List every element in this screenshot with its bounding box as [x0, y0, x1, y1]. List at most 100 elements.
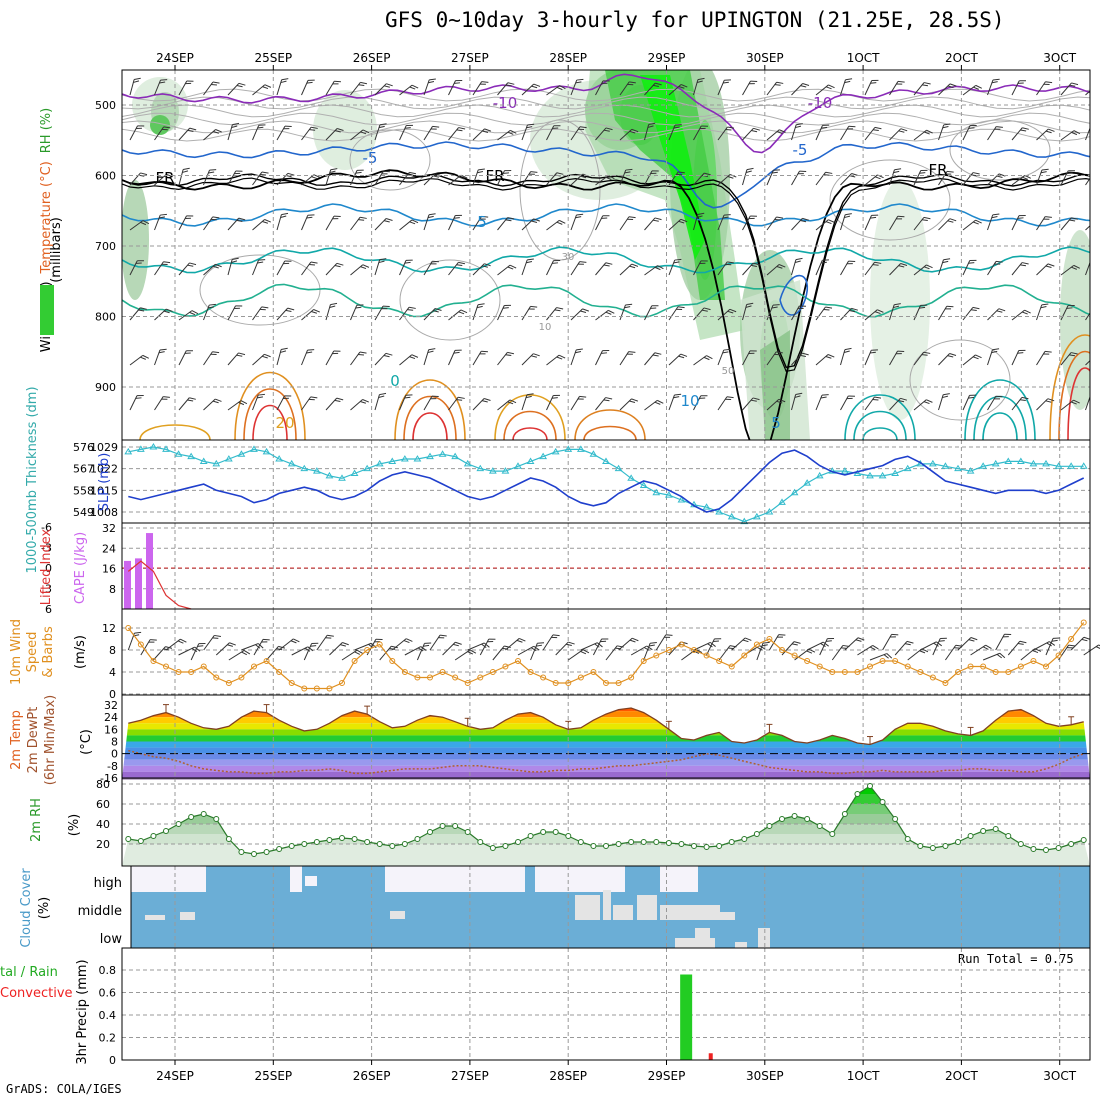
barb-flag — [797, 307, 804, 310]
wind-barb — [203, 129, 222, 141]
rh-point — [251, 851, 257, 857]
barb-flag — [487, 640, 494, 643]
barb-flag — [896, 83, 903, 85]
wind-barb — [595, 175, 615, 186]
cloud-mid — [660, 905, 700, 920]
barb-flag — [236, 219, 243, 222]
barb-flag — [140, 221, 147, 226]
barb-flag — [945, 173, 952, 175]
date-label-top: 3OCT — [1043, 51, 1076, 65]
wind-barb — [178, 80, 194, 96]
thickness-point — [187, 452, 196, 460]
barb-flag — [778, 264, 786, 268]
barb-flag — [405, 259, 413, 261]
barb-flag — [290, 640, 297, 644]
y-axis-label: (millibars) — [49, 217, 64, 283]
precip-tick: 0.8 — [99, 964, 117, 977]
rh-point — [728, 839, 735, 845]
barb-flag — [972, 172, 980, 175]
barb-staff — [325, 397, 338, 411]
barb-flag — [480, 83, 486, 85]
barb-flag — [455, 641, 462, 645]
li-tick: -3 — [41, 542, 52, 555]
barb-flag — [529, 173, 535, 175]
temp-band — [122, 747, 1090, 754]
wind-barb — [815, 354, 835, 366]
rh-point — [879, 799, 886, 805]
thickness-point — [740, 517, 749, 525]
barb-staff — [448, 215, 456, 231]
barb-flag — [955, 644, 963, 647]
wind-barb — [570, 395, 587, 411]
barb-flag — [723, 214, 731, 216]
barb-flag — [1091, 257, 1098, 262]
wind-speed-point — [238, 674, 245, 681]
barb-flag — [651, 170, 659, 172]
barb-flag — [212, 400, 219, 404]
wind-barb — [472, 81, 489, 96]
barb-flag — [1070, 352, 1078, 355]
barb-flag — [262, 638, 270, 641]
barb-flag — [777, 636, 783, 638]
barb-staff — [644, 305, 653, 321]
barb-flag — [186, 215, 194, 217]
barb-flag — [872, 398, 879, 401]
barb-flag — [383, 355, 390, 358]
barb-flag — [582, 649, 590, 654]
wind-barb — [227, 122, 240, 141]
barb-staff — [840, 214, 846, 231]
barb-flag — [970, 637, 978, 641]
barb-flag — [1004, 633, 1012, 636]
wind-barb — [693, 125, 708, 141]
thickness-point — [1067, 462, 1076, 469]
wind-barb — [766, 264, 786, 276]
wind-barb — [1060, 82, 1079, 96]
barb-flag — [481, 350, 488, 353]
thickness-point — [501, 467, 510, 474]
thickness-point — [677, 495, 686, 503]
barb-flag — [652, 219, 659, 222]
rh-point — [200, 811, 207, 817]
wind-barb — [668, 218, 688, 231]
barb-flag — [194, 646, 201, 652]
barb-flag — [904, 643, 911, 646]
upper-air-plot — [122, 70, 1100, 440]
barb-flag — [378, 260, 385, 264]
barb-flag — [311, 310, 318, 314]
wind-label: 10m WindSpeed& Barbs — [9, 619, 56, 685]
wind-barb — [619, 303, 633, 321]
barb-flag — [257, 261, 264, 264]
barb-staff — [869, 653, 887, 661]
barb-flag — [822, 259, 829, 261]
precip-conv-bar — [708, 1053, 713, 1060]
barb-flag — [453, 351, 460, 354]
rh-patch — [122, 180, 149, 300]
thickness-point — [539, 452, 548, 460]
contour-label: 50 — [722, 366, 735, 377]
barb-flag — [773, 169, 780, 171]
barb-staff — [546, 307, 557, 321]
barb-flag — [334, 80, 341, 83]
barb-flag — [389, 648, 396, 650]
wind-barb — [203, 351, 220, 366]
thickness-point — [702, 503, 711, 510]
barb-flag — [996, 653, 1003, 659]
barb-flag — [1066, 647, 1073, 649]
pressure-tick: 700 — [95, 240, 116, 253]
thickness-point — [476, 464, 485, 472]
wind-speed-point — [829, 669, 836, 675]
barb-staff — [253, 639, 264, 656]
barb-staff — [791, 83, 803, 96]
barb-flag — [211, 83, 217, 86]
precip-label: 3hr Precip (mm) — [75, 959, 90, 1064]
warm-contour — [512, 427, 548, 440]
wind-barb — [962, 354, 982, 366]
barb-flag — [209, 169, 217, 171]
barb-flag — [654, 352, 662, 355]
barb-flag — [385, 352, 393, 356]
barb-staff — [178, 646, 195, 656]
thickness-point — [312, 467, 321, 474]
wind-barb — [864, 126, 882, 141]
barb-flag — [1095, 354, 1100, 360]
